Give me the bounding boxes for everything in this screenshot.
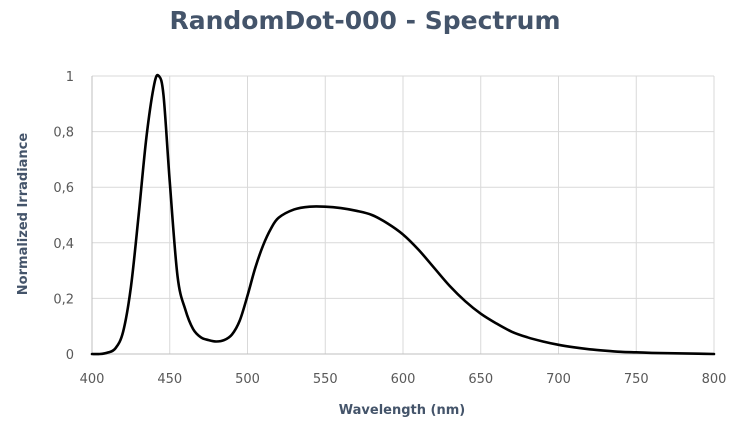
- x-tick-label: 400: [80, 372, 105, 387]
- series-layer: [90, 73, 716, 356]
- y-tick-label: 0: [66, 348, 74, 363]
- x-tick-label: 450: [157, 372, 182, 387]
- y-tick-label: 0,4: [53, 237, 74, 252]
- x-tick-label: 750: [624, 372, 649, 387]
- x-tick-label: 700: [546, 372, 571, 387]
- x-axis-label: Wavelength (nm): [339, 403, 465, 418]
- x-tick-label: 600: [391, 372, 416, 387]
- x-tick-label: 800: [702, 372, 727, 387]
- y-axis-label: Normalized Irradiance: [16, 133, 31, 296]
- spectrum-series-line: [90, 73, 716, 356]
- tick-labels: 400 450 500 550 600 650 700 750 800 0 0,2 0,4 0,6 0,8…: [53, 70, 726, 387]
- chart-title: RandomDot-000 - Spectrum: [169, 6, 561, 35]
- x-tick-label: 500: [235, 372, 260, 387]
- x-tick-label: 650: [468, 372, 493, 387]
- gridlines: [92, 75, 715, 354]
- axes: [91, 76, 714, 355]
- y-tick-label: 0,6: [53, 181, 74, 196]
- x-tick-label: 550: [313, 372, 338, 387]
- y-tick-label: 0,8: [53, 126, 74, 141]
- y-tick-label: 0,2: [53, 292, 74, 307]
- y-tick-label: 1: [66, 70, 74, 85]
